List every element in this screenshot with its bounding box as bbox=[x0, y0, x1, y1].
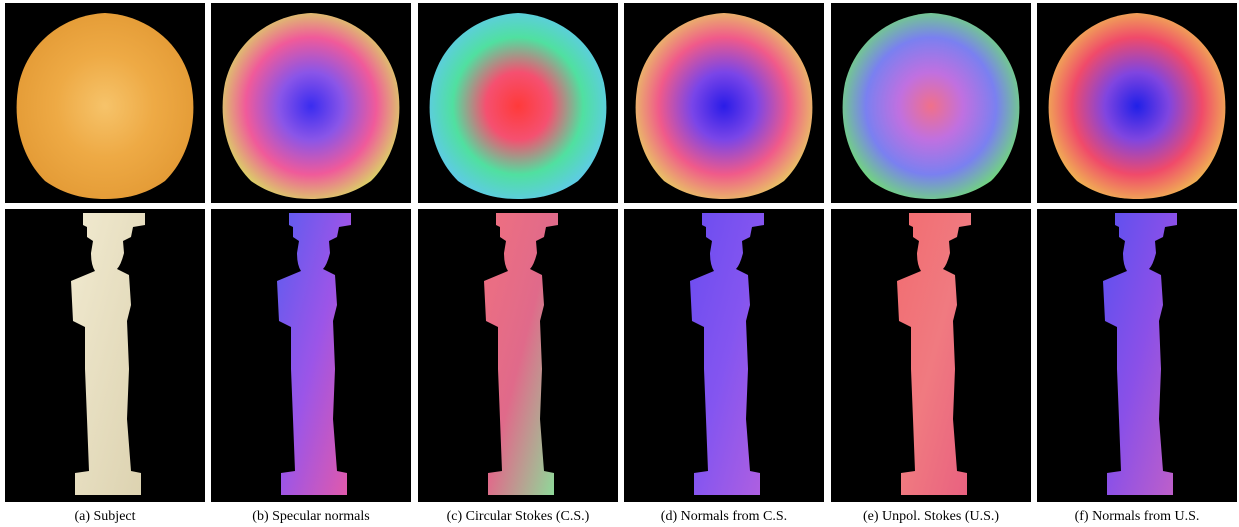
sphere-panel bbox=[5, 3, 205, 203]
sphere-render bbox=[17, 13, 194, 199]
statue-panel bbox=[5, 209, 205, 502]
figure: (a) Subject (b) Specular normals (c) Circu… bbox=[0, 0, 1239, 527]
caption: (a) Subject bbox=[74, 509, 135, 524]
sphere-panel bbox=[831, 3, 1031, 203]
statue-panel bbox=[1037, 209, 1237, 502]
sphere-panel bbox=[624, 3, 824, 203]
caption: (d) Normals from C.S. bbox=[661, 509, 787, 524]
statue-panel bbox=[418, 209, 618, 502]
sphere-panel bbox=[211, 3, 411, 203]
sphere-panel bbox=[418, 3, 618, 203]
sphere-panel bbox=[1037, 3, 1237, 203]
sphere-render bbox=[843, 13, 1020, 199]
sphere-render bbox=[636, 13, 813, 199]
sphere-render bbox=[223, 13, 400, 199]
statue-panel bbox=[831, 209, 1031, 502]
caption: (c) Circular Stokes (C.S.) bbox=[447, 509, 590, 524]
statue-panel bbox=[211, 209, 411, 502]
caption: (b) Specular normals bbox=[252, 509, 369, 524]
caption: (f) Normals from U.S. bbox=[1075, 509, 1200, 524]
statue-panel bbox=[624, 209, 824, 502]
sphere-render bbox=[1049, 13, 1226, 199]
sphere-render bbox=[430, 13, 607, 199]
caption: (e) Unpol. Stokes (U.S.) bbox=[863, 509, 999, 524]
